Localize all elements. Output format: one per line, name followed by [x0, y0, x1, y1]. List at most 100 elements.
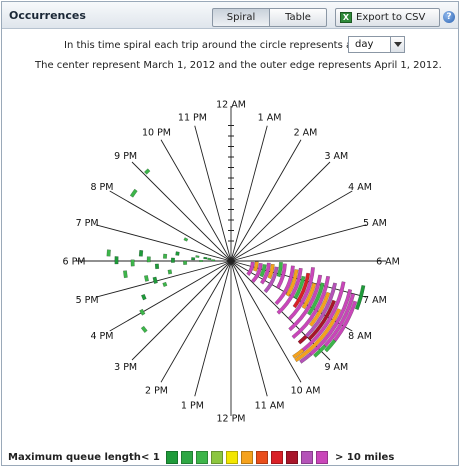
hour-label: 2 PM — [145, 386, 168, 397]
occurrence-arc — [170, 257, 175, 263]
occurrence-arc — [294, 308, 342, 363]
hour-label: 12 PM — [216, 414, 245, 425]
hour-spoke — [194, 125, 232, 262]
hour-label: 11 PM — [178, 113, 207, 124]
panel-titlebar: Occurrences Spiral Table X Export to CSV… — [2, 2, 458, 29]
hour-spoke — [194, 260, 232, 397]
occurrence-arc — [129, 188, 138, 198]
export-csv-button[interactable]: X Export to CSV — [335, 8, 440, 27]
hour-spoke — [230, 260, 268, 397]
hour-label: 9 AM — [324, 362, 348, 373]
legend-swatch — [301, 451, 313, 464]
occurrence-arc — [287, 267, 315, 321]
legend-swatch — [241, 451, 253, 464]
hour-spoke — [109, 260, 232, 332]
occurrence-arc — [263, 266, 279, 294]
hour-label: 3 PM — [114, 362, 137, 373]
legend-low-label: < 1 — [141, 452, 160, 463]
occurrence-arc — [291, 275, 331, 340]
legend-swatch — [226, 451, 238, 464]
occurrence-arc — [332, 300, 358, 342]
occurrence-arc — [175, 251, 180, 256]
occurrence-arc — [183, 237, 189, 242]
hour-label: 5 AM — [363, 218, 387, 229]
occurrence-arc — [203, 256, 208, 260]
occurrence-arc — [297, 334, 308, 345]
help-icon[interactable]: ? — [443, 11, 455, 23]
occurrence-arc — [138, 249, 144, 257]
export-csv-label: Export to CSV — [356, 12, 426, 23]
hour-spoke — [230, 161, 331, 262]
occurrence-arc — [313, 344, 327, 358]
occurrence-arc — [324, 339, 337, 353]
chevron-down-icon — [390, 37, 404, 52]
occurrence-arc — [308, 291, 331, 327]
hour-label: 10 AM — [291, 386, 321, 397]
occurrence-arc — [143, 168, 151, 175]
occurrence-arc — [301, 282, 317, 310]
hour-spoke — [230, 139, 302, 262]
occurrence-arc — [285, 269, 299, 297]
occurrence-arc — [259, 264, 267, 278]
hour-label: 12 AM — [216, 100, 246, 111]
occurrence-arc — [154, 263, 160, 270]
occurrence-arc — [276, 262, 283, 278]
spiral-description: In this time spiral each trip around the… — [64, 40, 353, 51]
hour-spoke — [131, 161, 232, 262]
hour-label: 3 AM — [324, 151, 348, 162]
occurrence-arc — [139, 308, 146, 316]
occurrence-arc — [292, 272, 311, 309]
excel-icon: X — [340, 12, 352, 23]
occurrence-arc — [299, 352, 313, 364]
occurrence-arc — [259, 262, 271, 285]
hour-label: 11 AM — [255, 400, 285, 411]
hour-label: 1 PM — [181, 400, 204, 411]
hour-label: 8 AM — [348, 331, 372, 342]
hour-label: 1 AM — [258, 113, 282, 124]
occurrence-arc — [106, 249, 111, 257]
hour-label: 10 PM — [142, 127, 171, 138]
hour-label: 4 PM — [90, 331, 113, 342]
occurrence-arc — [207, 257, 212, 261]
occurrence-arc — [211, 259, 216, 262]
occurrence-arc — [195, 255, 200, 258]
legend-swatch — [211, 451, 223, 464]
legend-swatch — [181, 451, 193, 464]
hour-spoke — [131, 260, 232, 361]
occurrence-arc — [252, 261, 259, 272]
tab-spiral[interactable]: Spiral — [212, 8, 270, 27]
occurrence-arc — [307, 282, 325, 316]
hour-spoke — [160, 139, 232, 262]
hour-label: 2 AM — [294, 127, 318, 138]
occurrence-arc — [162, 253, 168, 259]
legend-swatch — [286, 451, 298, 464]
period-select-value: day — [355, 39, 374, 50]
occurrence-arc — [275, 263, 287, 290]
legend-swatch — [166, 451, 178, 464]
legend-label: Maximum queue length — [8, 452, 141, 463]
occurrence-arc — [251, 262, 263, 284]
occurrence-arc — [307, 299, 337, 341]
occurrence-arc — [140, 293, 147, 301]
hour-spoke — [230, 190, 353, 262]
occurrence-arc — [114, 256, 119, 265]
occurrence-arc — [183, 260, 188, 266]
occurrence-arc — [130, 259, 135, 267]
occurrence-arc — [276, 267, 303, 315]
occurrence-arc — [293, 275, 306, 300]
hour-label: 6 AM — [376, 257, 400, 268]
legend-high-label: > 10 miles — [335, 452, 395, 463]
hour-spoke — [230, 224, 367, 262]
legend-swatch — [256, 451, 268, 464]
occurrence-arc — [140, 325, 148, 334]
occurrence-arc — [199, 259, 204, 263]
occurrence-arc — [162, 281, 168, 288]
occurrence-arc — [167, 269, 173, 275]
period-select[interactable]: day — [348, 36, 405, 53]
tab-table[interactable]: Table — [269, 8, 327, 27]
occurrence-arc — [274, 265, 295, 306]
occurrence-arc — [354, 284, 366, 311]
occurrence-arc — [299, 281, 346, 354]
hour-spoke — [230, 125, 268, 262]
